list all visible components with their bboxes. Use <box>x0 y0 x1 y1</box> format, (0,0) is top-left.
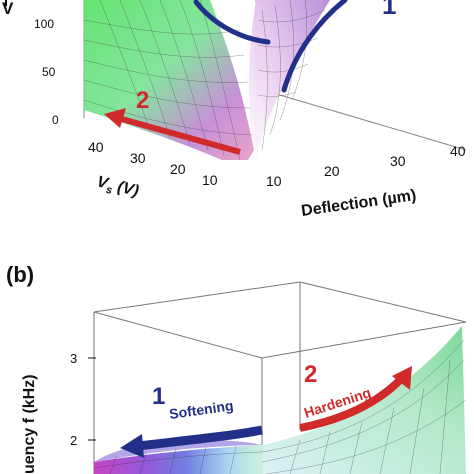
softening-label: Softening <box>168 397 234 422</box>
top-box-floor-edge <box>255 87 467 151</box>
top-deflection-tick-10: 10 <box>266 173 282 189</box>
top-arrow-2-label: 2 <box>136 87 149 114</box>
top-arrow-1-label: 1 <box>382 0 396 20</box>
hardening-arrow <box>299 377 403 432</box>
top-panel: V 100 50 0 <box>2 0 467 220</box>
top-deflection-tick-40: 40 <box>450 143 466 159</box>
hardening-arrow-head <box>392 366 412 390</box>
top-vs-tick-20: 20 <box>170 161 186 177</box>
bottom-surface-mesh <box>93 339 467 474</box>
bottom-surface-fold <box>94 439 262 462</box>
top-deflection-tick-20: 20 <box>324 163 340 179</box>
softening-arrow <box>137 425 263 451</box>
bottom-panel: (b) 3 2 uency f (kHz) <box>6 262 467 474</box>
top-vs-tick-40: 40 <box>88 139 104 155</box>
top-vs-tick-30: 30 <box>130 150 146 166</box>
bottom-y-tick-2: 2 <box>70 433 77 448</box>
top-arrow-2 <box>117 115 241 155</box>
top-vs-axis-label: Vs (V) <box>94 173 140 203</box>
top-y-tick-100: 100 <box>34 17 54 31</box>
top-arrow-1-right <box>281 0 348 93</box>
bottom-y-axis-label: uency f (kHz) <box>21 374 38 474</box>
bottom-surface-front <box>94 445 262 474</box>
bottom-panel-label: (b) <box>6 262 34 287</box>
top-deflection-axis-label: Deflection (µm) <box>300 187 417 220</box>
top-surface-mesh <box>83 0 326 161</box>
top-vs-tick-10: 10 <box>202 172 218 188</box>
bottom-y-tick-3: 3 <box>70 351 77 366</box>
top-deflection-tick-30: 30 <box>390 153 406 169</box>
bottom-surface-right <box>262 326 466 474</box>
top-y-tick-50: 50 <box>42 65 56 79</box>
softening-arrow-head <box>120 434 144 458</box>
top-y-axis-label: V <box>2 0 14 18</box>
top-arrow-1 <box>193 0 271 45</box>
top-arrow-2-head <box>104 108 126 128</box>
top-y-tick-0: 0 <box>52 113 59 127</box>
softening-number: 1 <box>152 383 165 410</box>
hardening-number: 2 <box>304 361 317 388</box>
